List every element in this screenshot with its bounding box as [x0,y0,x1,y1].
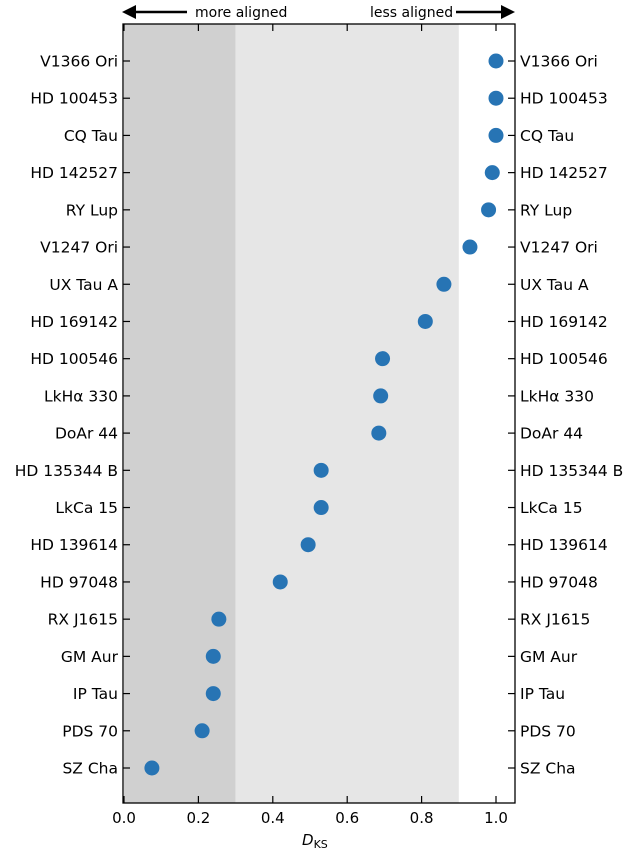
category-label-left-18: PDS 70 [62,722,118,740]
category-label-right-0: V1366 Ori [520,53,598,71]
plot-frame [122,23,516,804]
category-label-right-10: DoAr 44 [520,425,583,443]
category-label-right-14: HD 97048 [520,573,598,591]
data-point-13 [300,537,316,553]
data-point-4 [481,202,497,218]
data-point-1 [488,90,504,106]
data-point-8 [375,351,391,367]
category-label-right-5: V1247 Ori [520,239,598,257]
data-point-9 [373,388,389,404]
category-label-left-6: UX Tau A [49,276,118,294]
x-tick-label-2: 0.4 [261,809,285,827]
category-label-left-19: SZ Cha [62,760,118,778]
category-label-right-4: RY Lup [520,201,572,219]
category-label-left-12: LkCa 15 [55,499,118,517]
category-label-left-16: GM Aur [61,648,119,666]
data-point-11 [313,462,329,478]
data-point-17 [205,686,221,702]
category-label-right-15: RX J1615 [520,611,590,629]
data-point-19 [144,760,160,776]
x-axis-label-main: D [302,831,314,849]
data-point-0 [488,53,504,69]
category-label-left-8: HD 100546 [30,350,118,368]
x-tick-label-4: 0.8 [410,809,434,827]
category-label-left-4: RY Lup [66,201,118,219]
category-label-left-1: HD 100453 [30,90,118,108]
category-label-right-6: UX Tau A [520,276,589,294]
left-arrow-head [122,5,136,19]
axis-ticks: 0.0 0.2 0.4 0.6 0.8 1.0 [112,24,515,827]
x-tick-label-0: 0.0 [112,809,136,827]
category-label-right-3: HD 142527 [520,164,608,182]
category-label-left-5: V1247 Ori [40,239,118,257]
x-tick-label-3: 0.6 [335,809,359,827]
more-aligned-label: more aligned [195,5,287,21]
shaded-region-0 [124,24,236,803]
category-label-right-7: HD 169142 [520,313,608,331]
category-label-right-18: PDS 70 [520,722,576,740]
data-point-10 [371,425,387,441]
category-label-right-8: HD 100546 [520,350,608,368]
data-points [144,53,504,776]
category-label-left-17: IP Tau [73,685,118,703]
category-label-left-7: HD 169142 [30,313,118,331]
x-axis-label-subscript: KS [314,838,328,851]
category-label-right-9: LkHα 330 [520,387,594,405]
category-label-right-1: HD 100453 [520,90,608,108]
category-label-right-19: SZ Cha [520,760,576,778]
category-label-left-14: HD 97048 [40,573,118,591]
category-label-right-13: HD 139614 [520,536,608,554]
category-label-right-11: HD 135344 B [520,462,623,480]
category-label-right-17: IP Tau [520,685,565,703]
alignment-arrows: more aligned less aligned [122,5,515,21]
data-point-16 [205,648,221,664]
data-point-12 [313,500,329,516]
right-arrow-head [501,5,515,19]
category-label-left-0: V1366 Ori [40,53,118,71]
shaded-region-1 [235,24,459,803]
category-label-right-12: LkCa 15 [520,499,583,517]
data-point-15 [211,611,227,627]
x-tick-label-5: 1.0 [484,809,508,827]
data-point-7 [417,313,433,329]
category-label-right-2: CQ Tau [520,127,574,145]
x-tick-label-1: 0.2 [186,809,210,827]
data-point-5 [462,239,478,255]
category-label-left-10: DoAr 44 [55,425,118,443]
data-point-2 [488,127,504,143]
data-point-18 [194,723,210,739]
category-label-left-13: HD 139614 [30,536,118,554]
data-point-3 [484,165,500,181]
category-labels: V1366 Ori V1366 Ori HD 100453 HD 100453 CQ T… [15,53,624,778]
category-label-left-9: LkHα 330 [44,387,118,405]
category-label-right-16: GM Aur [520,648,578,666]
less-aligned-label: less aligned [370,5,453,21]
data-point-6 [436,276,452,292]
data-point-14 [272,574,288,590]
category-label-left-15: RX J1615 [48,611,118,629]
category-label-left-3: HD 142527 [30,164,118,182]
x-axis-label: DKS [302,831,328,851]
category-label-left-2: CQ Tau [64,127,118,145]
shaded-regions [124,24,459,803]
category-label-left-11: HD 135344 B [15,462,118,480]
